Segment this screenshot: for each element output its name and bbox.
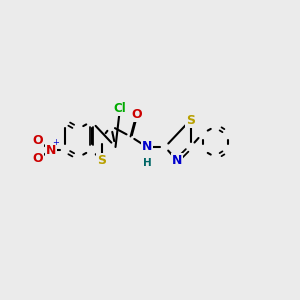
Text: S: S	[186, 113, 195, 127]
Text: O: O	[131, 107, 142, 121]
Text: N: N	[172, 154, 182, 167]
Text: +: +	[52, 138, 59, 147]
Text: H: H	[142, 158, 152, 169]
Text: N: N	[46, 143, 56, 157]
Text: O: O	[32, 152, 43, 166]
Text: N: N	[142, 140, 152, 154]
Text: Cl: Cl	[114, 101, 126, 115]
Text: S: S	[98, 154, 106, 167]
Text: O: O	[32, 134, 43, 148]
